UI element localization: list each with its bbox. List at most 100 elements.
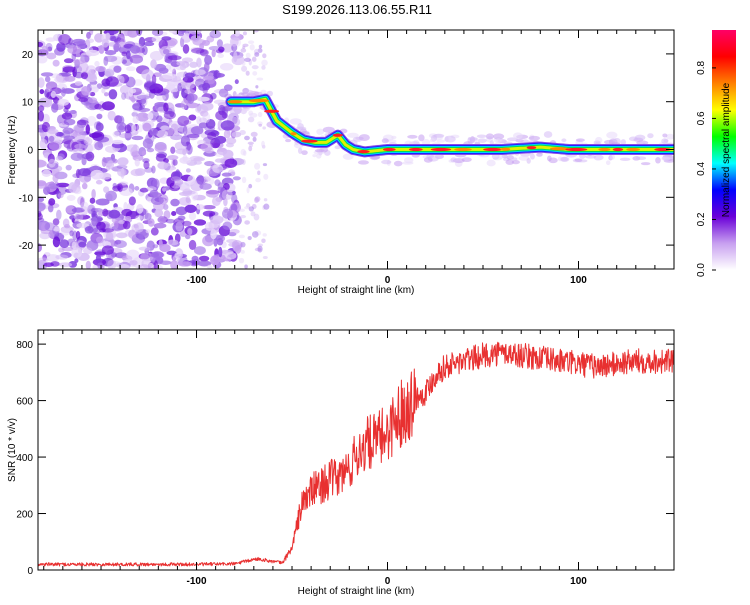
noise-blob <box>108 266 114 269</box>
noise-blob <box>252 136 257 142</box>
ridge-halo-blob <box>584 154 597 159</box>
noise-blob <box>131 150 140 158</box>
noise-blob <box>153 260 159 269</box>
noise-blob <box>52 59 60 67</box>
noise-blob <box>198 122 208 129</box>
ridge-halo-blob <box>402 161 414 165</box>
noise-blob <box>43 262 54 267</box>
noise-blob <box>43 186 51 195</box>
noise-blob <box>231 131 242 138</box>
ridge-halo-blob <box>560 156 569 162</box>
noise-blob <box>132 115 139 124</box>
noise-blob <box>137 264 151 269</box>
noise-blob <box>225 142 234 148</box>
ridge-peak <box>408 147 423 152</box>
noise-blob <box>59 239 70 249</box>
noise-blob <box>112 185 122 192</box>
noise-blob <box>188 114 197 121</box>
noise-blob <box>90 169 104 180</box>
noise-blob <box>94 103 103 110</box>
noise-blob <box>94 141 104 151</box>
noise-blob <box>262 53 267 59</box>
noise-blob <box>254 162 261 170</box>
noise-blob <box>48 135 55 142</box>
noise-blob <box>157 216 168 224</box>
noise-blob <box>64 223 71 229</box>
noise-blob <box>188 30 202 35</box>
noise-blob <box>129 261 137 268</box>
ridge-halo-blob <box>421 138 431 146</box>
noise-blob <box>71 247 83 259</box>
spectrogram-y-tick-label: 0 <box>27 146 33 157</box>
noise-blob <box>240 48 247 53</box>
noise-blob <box>52 226 60 232</box>
noise-blob <box>240 214 247 219</box>
ridge-halo-blob <box>485 133 494 140</box>
ridge-halo-blob <box>476 134 487 138</box>
noise-blob <box>182 154 188 163</box>
spectrogram-x-tick-label: 100 <box>570 275 587 286</box>
noise-blob <box>196 204 205 210</box>
noise-blob <box>225 251 237 260</box>
noise-blob <box>63 135 76 140</box>
ridge-peak <box>483 147 503 152</box>
noise-blob <box>187 93 195 104</box>
ridge-peak <box>612 147 624 152</box>
noise-blob <box>65 205 75 214</box>
noise-blob <box>200 142 213 152</box>
noise-blob <box>142 122 152 132</box>
noise-blob <box>121 208 133 217</box>
spectrogram-y-tick-label: 10 <box>22 98 34 109</box>
noise-blob <box>231 240 243 251</box>
noise-blob <box>151 165 156 174</box>
noise-blob <box>47 183 60 190</box>
ridge-peak <box>454 147 472 152</box>
noise-blob <box>38 181 48 189</box>
noise-blob <box>156 129 169 138</box>
noise-blob <box>191 190 199 201</box>
ridge-halo-blob <box>513 132 523 140</box>
ridge-halo-blob <box>347 132 359 138</box>
noise-blob <box>221 43 234 53</box>
noise-blob <box>45 37 57 42</box>
noise-blob <box>107 259 117 269</box>
noise-blob <box>251 56 257 62</box>
noise-blob <box>170 146 176 154</box>
snr-y-tick-label: 0 <box>27 566 33 577</box>
noise-blob <box>38 243 43 253</box>
noise-blob <box>149 127 159 136</box>
noise-blob <box>247 116 255 123</box>
noise-blob <box>46 52 57 60</box>
noise-blob <box>97 262 104 269</box>
noise-blob <box>245 52 251 59</box>
noise-blob <box>185 102 200 109</box>
ridge-halo-blob <box>342 153 354 160</box>
noise-blob <box>222 149 234 159</box>
noise-blob <box>216 39 223 48</box>
noise-blob <box>263 203 270 210</box>
noise-blob <box>86 31 91 39</box>
noise-blob <box>71 241 77 250</box>
noise-blob <box>134 158 140 167</box>
noise-blob <box>188 212 197 221</box>
ridge-halo-blob <box>381 138 389 144</box>
noise-blob <box>170 134 183 141</box>
noise-blob <box>111 139 124 145</box>
noise-blob <box>184 89 196 94</box>
noise-blob <box>113 65 122 73</box>
ridge-halo-blob <box>334 145 341 150</box>
noise-blob <box>170 123 179 132</box>
noise-blob <box>149 50 164 61</box>
noise-blob <box>241 65 248 72</box>
noise-blob <box>178 197 192 206</box>
noise-blob <box>62 127 74 134</box>
noise-blob <box>112 43 121 52</box>
noise-blob <box>261 238 266 244</box>
noise-blob <box>249 143 254 148</box>
noise-blob <box>38 202 46 212</box>
ridge-halo-blob <box>605 160 611 166</box>
ridge-halo-blob <box>322 126 335 133</box>
noise-blob <box>218 46 225 53</box>
noise-blob <box>248 40 255 44</box>
noise-blob <box>115 232 128 239</box>
